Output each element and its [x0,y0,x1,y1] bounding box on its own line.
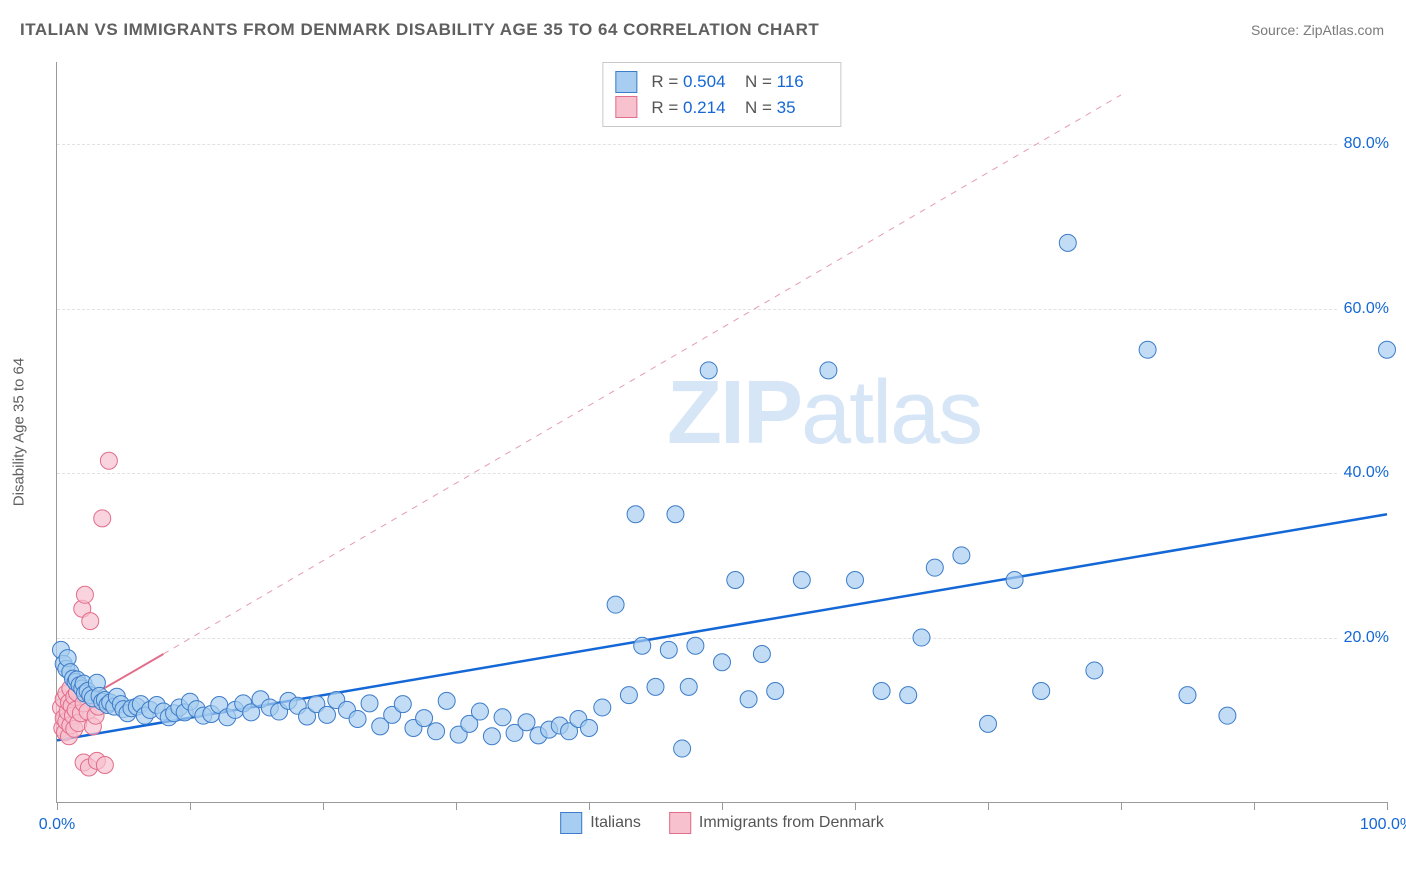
legend-item-italians: Italians [560,812,641,834]
plot-area: Disability Age 35 to 64 20.0%40.0%60.0%8… [56,62,1387,803]
x-tick [323,802,324,810]
x-tick [57,802,58,810]
scatter-points [57,62,1387,802]
x-tick-label: 100.0% [1360,816,1406,834]
r-value-denmark: 0.214 [683,95,731,121]
chart-title: ITALIAN VS IMMIGRANTS FROM DENMARK DISAB… [20,20,819,40]
legend-swatch-denmark [669,812,691,834]
legend-label-denmark: Immigrants from Denmark [699,814,884,832]
r-value-italians: 0.504 [683,69,731,95]
n-value-italians: 116 [777,69,825,95]
x-tick [1387,802,1388,810]
swatch-italians [615,71,637,93]
x-tick [1121,802,1122,810]
x-tick [722,802,723,810]
stats-row-denmark: R = 0.214 N = 35 [615,95,824,121]
x-tick [855,802,856,810]
y-axis-title: Disability Age 35 to 64 [11,358,28,506]
x-tick [456,802,457,810]
legend-swatch-italians [560,812,582,834]
source-attribution: Source: ZipAtlas.com [1251,22,1384,38]
legend-label-italians: Italians [590,814,641,832]
bottom-legend: Italians Immigrants from Denmark [560,812,884,834]
x-tick-label: 0.0% [39,816,75,834]
x-tick [1254,802,1255,810]
n-value-denmark: 35 [777,95,825,121]
stats-legend-box: R = 0.504 N = 116 R = 0.214 N = 35 [602,62,841,127]
swatch-denmark [615,96,637,118]
legend-item-denmark: Immigrants from Denmark [669,812,884,834]
x-tick [988,802,989,810]
x-tick [589,802,590,810]
stats-row-italians: R = 0.504 N = 116 [615,69,824,95]
x-tick [190,802,191,810]
